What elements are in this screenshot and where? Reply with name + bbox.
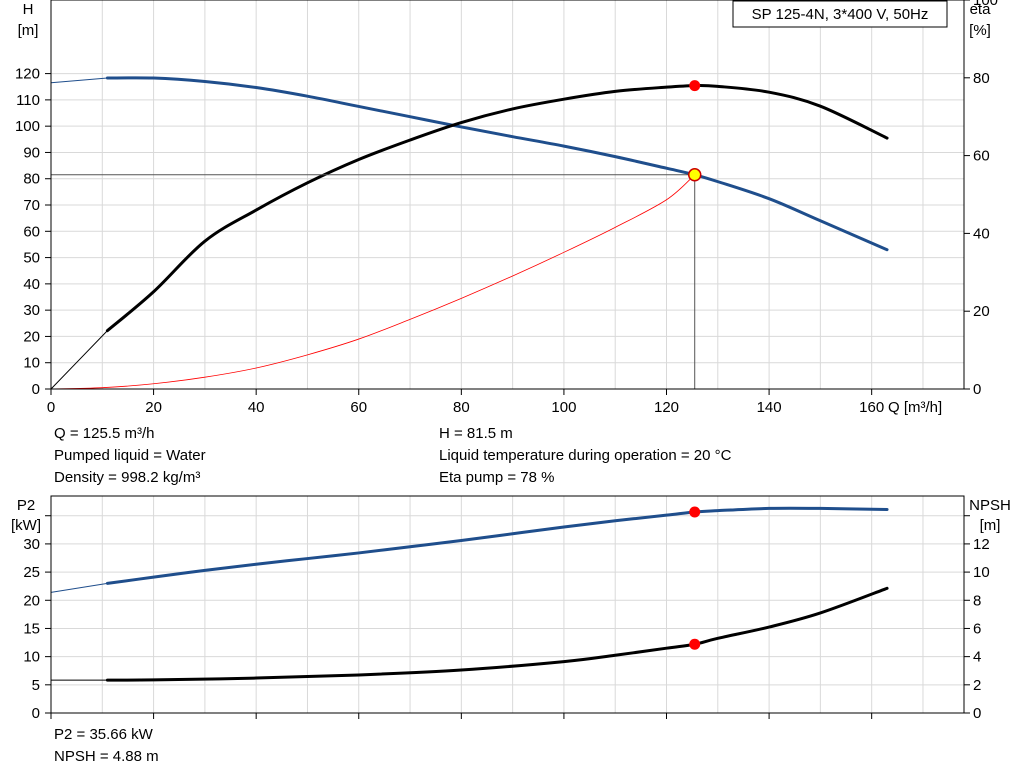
left-tick-label: 25 [23, 564, 40, 581]
left-tick-label: 10 [23, 355, 40, 372]
info-flow: Q = 125.5 m³/h [54, 425, 155, 442]
right-axis-title-top-2: [%] [969, 22, 991, 39]
series-p2 [105, 506, 889, 585]
bottom-plot-frame [50, 495, 965, 714]
right-tick-label: 0 [973, 381, 981, 398]
info-npsh: NPSH = 4.88 m [54, 748, 159, 765]
right-axis-title-bottom-1: NPSH [969, 497, 1011, 514]
left-tick-label: 60 [23, 223, 40, 240]
left-tick-label: 10 [23, 649, 40, 666]
left-tick-label: 40 [23, 276, 40, 293]
left-tick-label: 30 [23, 536, 40, 553]
x-tick-label: 120 [654, 399, 679, 416]
left-tick-label: 50 [23, 250, 40, 267]
power-npsh-chart-panel: 0 5 10 15 20 25 30 0 2 4 6 8 10 12 P2 [kW] NPSH [m] [11, 495, 1011, 722]
right-tick-label: 8 [973, 592, 981, 609]
right-tick-label: 60 [973, 148, 990, 165]
left-tick-label: 110 [16, 92, 40, 109]
x-axis-label: Q [m³/h] [888, 399, 942, 416]
pump-label-box: SP 125-4N, 3*400 V, 50Hz [732, 0, 948, 28]
bottom-ticks: 0 5 10 15 20 25 30 0 2 4 6 8 10 12 [23, 515, 990, 722]
left-axis-title-bottom-1: P2 [17, 497, 35, 514]
left-tick-label: 20 [23, 328, 40, 345]
x-tick-label: 60 [350, 399, 367, 416]
series-system-curve [50, 174, 696, 390]
left-axis-title-top-1: H [23, 1, 34, 18]
series-h-extrapolated [50, 77, 108, 84]
left-tick-label: 120 [15, 66, 40, 83]
right-tick-label: 40 [973, 225, 990, 242]
left-tick-label: 90 [23, 144, 40, 161]
left-tick-label: 15 [23, 620, 40, 637]
pump-label: SP 125-4N, 3*400 V, 50Hz [752, 6, 929, 23]
x-tick-label: 80 [453, 399, 470, 416]
npsh-duty-point [689, 638, 701, 650]
x-tick-label: 160 [859, 399, 884, 416]
right-tick-label: 10 [973, 564, 990, 581]
right-tick-label: 100 [973, 0, 998, 9]
series-p2-extrapolated [50, 582, 108, 593]
left-tick-label: 80 [23, 171, 40, 188]
right-tick-label: 20 [973, 303, 990, 320]
x-tick-label: 140 [757, 399, 782, 416]
info-liquid: Pumped liquid = Water [54, 447, 206, 464]
right-tick-label: 2 [973, 677, 981, 694]
info-density: Density = 998.2 kg/m³ [54, 469, 201, 486]
info-p2: P2 = 35.66 kW [54, 726, 153, 743]
x-tick-label: 100 [551, 399, 576, 416]
top-series [50, 76, 889, 390]
x-tick-label: 0 [47, 399, 55, 416]
right-tick-label: 0 [973, 705, 981, 722]
x-tick-label: 40 [248, 399, 265, 416]
info-top-right: H = 81.5 m Liquid temperature during ope… [439, 425, 731, 491]
right-tick-label: 12 [973, 536, 990, 553]
right-axis-title-bottom-2: [m] [980, 517, 1001, 534]
left-tick-label: 100 [15, 118, 40, 135]
info-top-left: Q = 125.5 m³/h Pumped liquid = Water Den… [54, 425, 206, 491]
bottom-series [50, 506, 889, 682]
series-h [105, 76, 889, 252]
left-tick-label: 5 [32, 677, 40, 694]
left-axis-title-top-2: [m] [18, 22, 39, 39]
left-tick-label: 30 [23, 302, 40, 319]
left-tick-label: 70 [23, 197, 40, 214]
right-tick-label: 4 [973, 649, 981, 666]
right-tick-label: 80 [973, 70, 990, 87]
info-bottom: P2 = 35.66 kW NPSH = 4.88 m [54, 726, 159, 770]
series-eta-extrapolated [50, 330, 108, 390]
right-axis-title-top-1: eta [970, 1, 992, 18]
series-npsh [105, 586, 889, 682]
head-duty-point [687, 168, 702, 182]
p2-duty-point [689, 506, 701, 518]
info-eta: Eta pump = 78 % [439, 469, 555, 486]
left-tick-label: 0 [32, 705, 40, 722]
right-tick-label: 6 [973, 620, 981, 637]
left-tick-label: 20 [23, 592, 40, 609]
left-axis-title-bottom-2: [kW] [11, 517, 41, 534]
info-temperature: Liquid temperature during operation = 20… [439, 447, 732, 464]
top-grid [51, 0, 964, 389]
info-head: H = 81.5 m [439, 425, 513, 442]
series-eta [105, 83, 889, 333]
eta-duty-point [689, 80, 701, 92]
top-plot-frame [50, 0, 965, 390]
top-ticks: 0 10 20 30 40 50 60 70 80 90 100 110 120 0 20 40 60 80 100… [15, 0, 998, 416]
x-tick-label: 20 [145, 399, 162, 416]
performance-chart-panel: 0 10 20 30 40 50 60 70 80 90 100 110 120 0 20 40 60 80 100… [15, 0, 998, 416]
left-tick-label: 0 [32, 381, 40, 398]
